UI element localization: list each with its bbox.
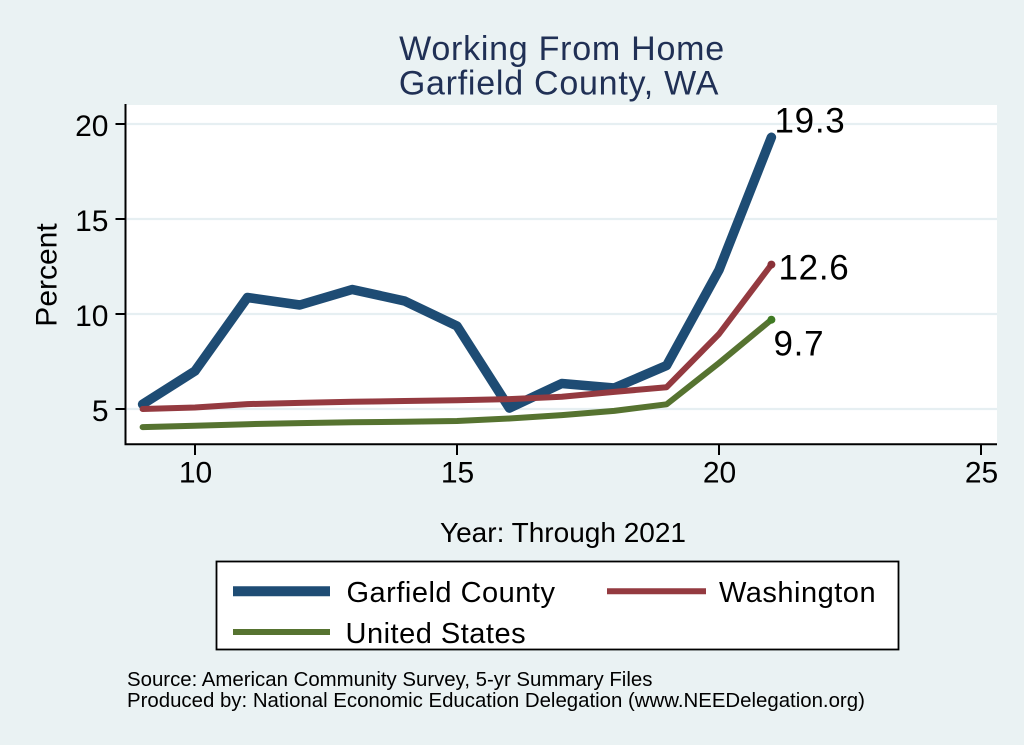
svg-text:Produced by: National Economic: Produced by: National Economic Education… [127, 690, 865, 712]
svg-text:Percent: Percent [31, 223, 64, 327]
svg-text:10: 10 [75, 300, 108, 333]
svg-text:20: 20 [75, 110, 108, 143]
svg-text:Source: American Community Sur: Source: American Community Survey, 5-yr … [127, 669, 652, 691]
svg-text:10: 10 [179, 457, 212, 490]
svg-text:Working From Home: Working From Home [399, 30, 725, 68]
svg-text:12.6: 12.6 [779, 249, 850, 288]
svg-text:Washington: Washington [719, 577, 876, 609]
svg-text:15: 15 [441, 457, 474, 490]
svg-text:15: 15 [75, 205, 108, 238]
svg-text:19.3: 19.3 [775, 102, 846, 141]
svg-text:5: 5 [92, 395, 109, 428]
svg-text:Year: Through 2021: Year: Through 2021 [440, 517, 686, 548]
svg-text:United States: United States [346, 618, 527, 650]
svg-text:Garfield County: Garfield County [347, 577, 556, 609]
svg-text:25: 25 [965, 457, 998, 490]
svg-text:20: 20 [703, 457, 736, 490]
svg-text:Garfield County, WA: Garfield County, WA [399, 65, 719, 103]
svg-text:9.7: 9.7 [774, 325, 825, 364]
